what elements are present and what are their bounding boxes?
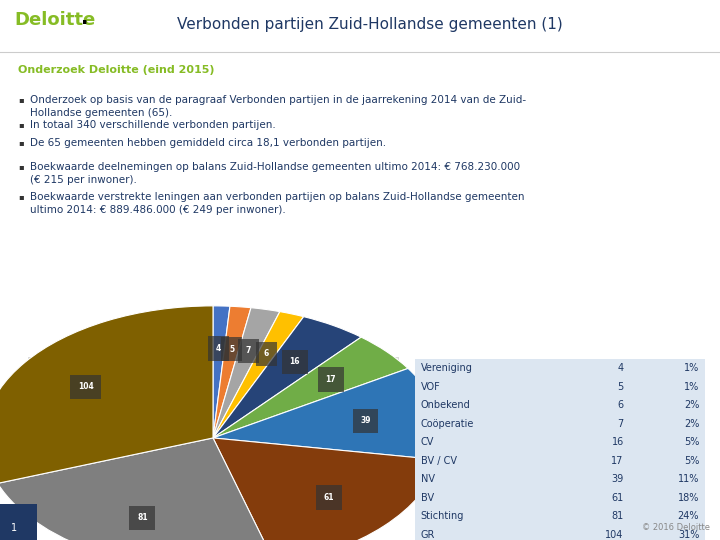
Wedge shape [213,438,439,540]
Text: 104: 104 [78,382,94,391]
Text: ▪: ▪ [18,95,24,104]
Wedge shape [213,312,304,438]
FancyBboxPatch shape [415,507,705,525]
FancyBboxPatch shape [415,433,705,451]
Text: 2%: 2% [684,400,699,410]
Text: 7: 7 [246,346,251,355]
Text: ▪: ▪ [18,192,24,201]
FancyBboxPatch shape [415,451,705,470]
Text: 24%: 24% [678,511,699,521]
Text: BV: BV [420,492,434,503]
Text: Vereniging: Vereniging [420,363,472,373]
Text: 5%: 5% [684,456,699,465]
FancyBboxPatch shape [415,470,705,489]
Wedge shape [0,438,276,540]
Text: 4: 4 [618,363,624,373]
Text: ▪: ▪ [18,120,24,129]
Text: 31%: 31% [678,530,699,539]
Text: 6: 6 [618,400,624,410]
Text: 39: 39 [611,474,624,484]
FancyBboxPatch shape [415,396,705,415]
Text: 81: 81 [611,511,624,521]
Text: 17: 17 [325,375,336,384]
Text: 6: 6 [264,349,269,359]
Text: 5: 5 [229,345,234,354]
Text: 11%: 11% [678,474,699,484]
Wedge shape [213,337,408,438]
FancyBboxPatch shape [415,359,705,377]
Wedge shape [213,306,251,438]
Text: 1: 1 [11,523,17,533]
FancyBboxPatch shape [415,525,705,540]
FancyBboxPatch shape [415,489,705,507]
Wedge shape [0,306,213,483]
Text: 2%: 2% [684,419,699,429]
Text: BV / CV: BV / CV [420,456,456,465]
Text: De 65 gemeenten hebben gemiddeld circa 18,1 verbonden partijen.: De 65 gemeenten hebben gemiddeld circa 1… [30,138,386,148]
Text: VOF: VOF [420,382,441,392]
Text: Stichting: Stichting [420,511,464,521]
Text: 17: 17 [611,456,624,465]
Text: 18%: 18% [678,492,699,503]
Text: NV: NV [420,474,435,484]
Text: 81: 81 [137,513,148,522]
Text: Boekwaarde verstrekte leningen aan verbonden partijen op balans Zuid-Hollandse g: Boekwaarde verstrekte leningen aan verbo… [30,192,524,215]
Text: 16: 16 [289,357,300,366]
Text: 5: 5 [618,382,624,392]
Text: 16: 16 [611,437,624,447]
Text: GR: GR [420,530,435,539]
Text: Verbonden partijen Zuid-Hollandse gemeenten (1): Verbonden partijen Zuid-Hollandse gemeen… [177,17,563,32]
Text: ▪: ▪ [18,138,24,147]
Text: Coöperatie: Coöperatie [420,419,474,429]
Wedge shape [213,368,442,460]
Text: In totaal 340 verschillende verbonden partijen.: In totaal 340 verschillende verbonden pa… [30,120,276,130]
Text: Boekwaarde deelnemingen op balans Zuid-Hollandse gemeenten ultimo 2014: € 768.23: Boekwaarde deelnemingen op balans Zuid-H… [30,162,520,185]
Text: 61: 61 [611,492,624,503]
Text: .: . [81,9,89,28]
Text: 104: 104 [606,530,624,539]
Text: 39: 39 [360,416,371,425]
Text: 7: 7 [618,419,624,429]
Text: Onderzoek Deloitte (eind 2015): Onderzoek Deloitte (eind 2015) [18,65,215,75]
Text: 1%: 1% [684,382,699,392]
FancyBboxPatch shape [415,377,705,396]
Text: 5%: 5% [684,437,699,447]
Text: © 2016 Deloitte: © 2016 Deloitte [642,523,710,532]
Text: Onbekend: Onbekend [420,400,471,410]
Text: 4: 4 [216,344,221,353]
Text: Onderzoek op basis van de paragraaf Verbonden partijen in de jaarrekening 2014 v: Onderzoek op basis van de paragraaf Verb… [30,95,526,118]
Text: ▪: ▪ [18,162,24,171]
Text: Deloitte: Deloitte [14,11,95,29]
Wedge shape [213,306,230,438]
Text: CV: CV [420,437,434,447]
FancyBboxPatch shape [28,357,398,540]
Wedge shape [213,316,361,438]
Text: 1%: 1% [684,363,699,373]
Text: 61: 61 [323,493,334,502]
Wedge shape [213,308,280,438]
FancyBboxPatch shape [415,415,705,433]
